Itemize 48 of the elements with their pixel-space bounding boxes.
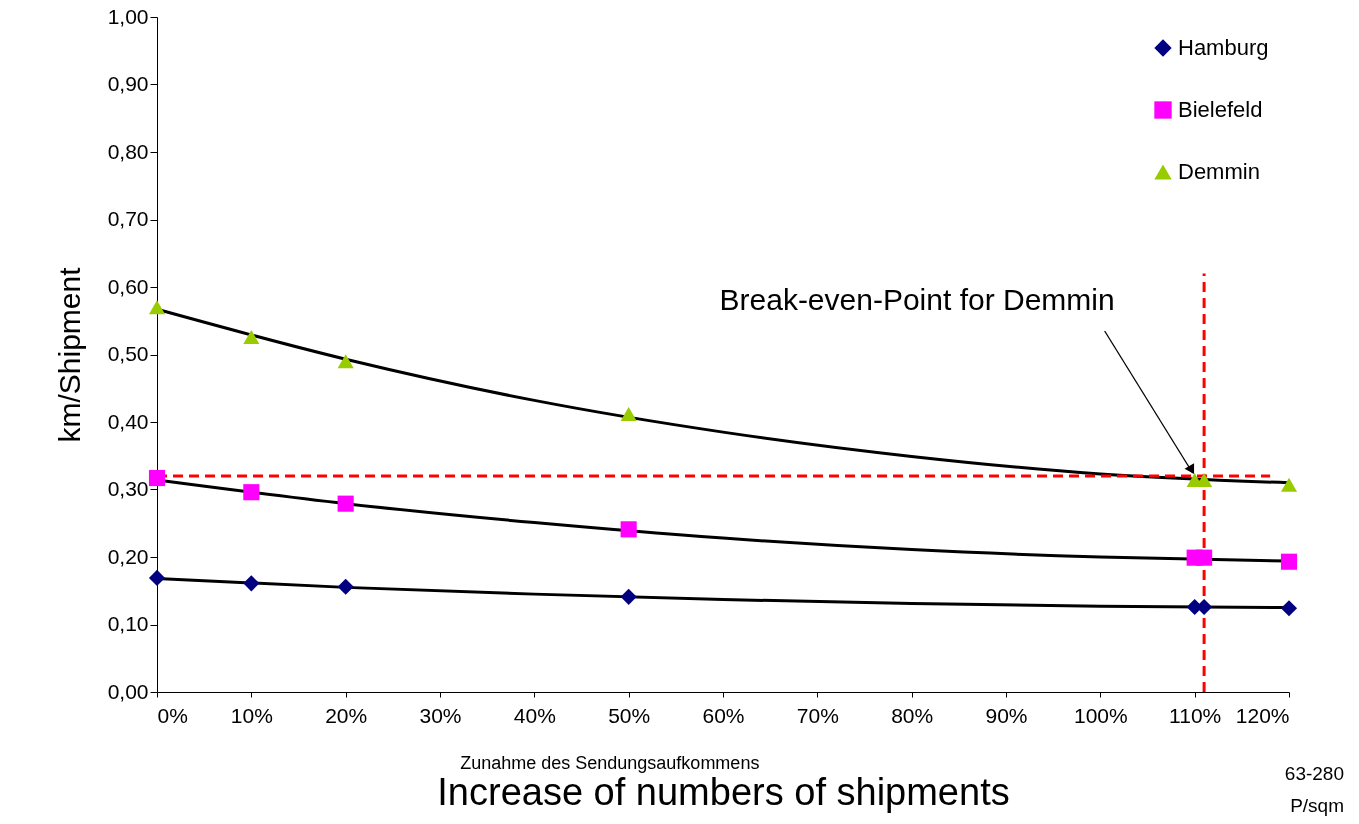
point: [243, 329, 260, 344]
y-tick-label: 0,20: [107, 544, 149, 568]
point: [337, 578, 354, 595]
legend-label: Bielefeld: [1178, 97, 1263, 122]
point: [243, 575, 260, 592]
point: [1196, 549, 1213, 566]
x-tick-label: 90%: [985, 703, 1028, 727]
x-tick-label: 30%: [419, 703, 462, 727]
point: [1280, 600, 1298, 617]
x-tick-label: 10%: [230, 703, 273, 727]
y-tick-label: 0,40: [107, 409, 149, 433]
point: [337, 495, 354, 512]
point: [243, 484, 260, 501]
y-tick-label: 0,80: [107, 139, 149, 163]
y-tick-label: 0,70: [107, 207, 149, 230]
legend-label: Demmin: [1178, 159, 1260, 184]
y-axis-title: km/Shipment: [52, 266, 86, 443]
point: [1280, 477, 1298, 492]
y-tick-label: 0,60: [107, 274, 149, 298]
y-tick-label: 1,00: [107, 4, 149, 28]
point: [337, 354, 354, 369]
legend-label: Hamburg: [1178, 35, 1269, 60]
text: P/sqm: [1290, 795, 1344, 816]
x-tick-label: 100%: [1073, 703, 1128, 727]
point: [1280, 553, 1298, 570]
x-tick-label: 110%: [1169, 703, 1222, 727]
x-tick-label: 60%: [702, 703, 745, 727]
y-tick-label: 0,30: [107, 477, 149, 500]
x-tick-label: 50%: [608, 703, 651, 727]
point: [620, 406, 637, 421]
x-tick-label: 120%: [1235, 703, 1290, 727]
y-tick-label: 0,50: [107, 342, 149, 365]
x-tick-label: 40%: [513, 703, 556, 727]
annotation: Break-even-Point for Demmin: [719, 283, 1115, 316]
text: 63-280: [1284, 763, 1344, 784]
y-tick-label: 0,90: [107, 72, 149, 95]
point: [620, 588, 637, 605]
point: [620, 521, 637, 538]
y-tick-label: 0,10: [107, 612, 149, 635]
x-tick-label: 20%: [325, 703, 368, 727]
x-tick-label: 80%: [891, 703, 934, 727]
x-tick-label: 0%: [157, 703, 188, 727]
point: [148, 469, 166, 487]
text: Zunahme des Sendungsaufkommens: [460, 753, 760, 773]
x-tick-label: 70%: [796, 703, 839, 727]
point: [148, 300, 166, 315]
y-tick-label: 0,00: [107, 679, 149, 703]
point: [148, 569, 166, 586]
